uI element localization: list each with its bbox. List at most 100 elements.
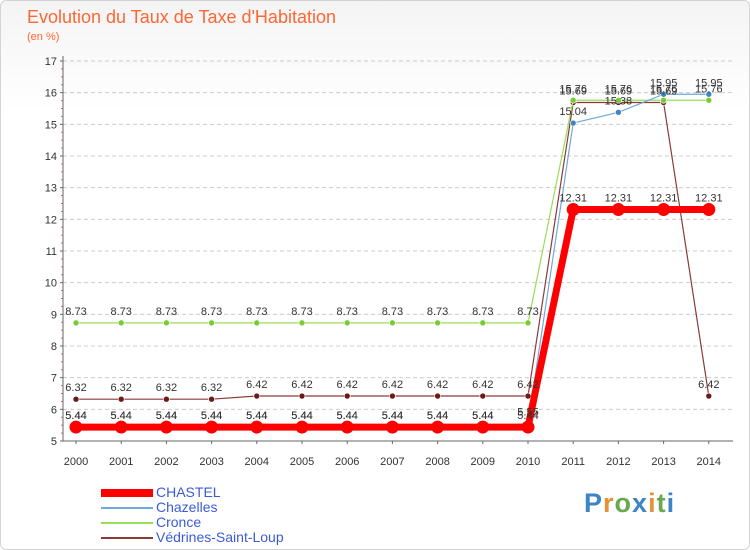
point-chastel-2007 <box>385 420 399 434</box>
value-label-v-drines-saint-loup: 6.32 <box>201 382 222 394</box>
value-label-chazelles: 5.44 <box>291 410 312 422</box>
value-label-chastel: 12.31 <box>695 193 723 205</box>
point-v-drines-saint-loup-2009 <box>479 392 487 400</box>
value-label-v-drines-saint-loup: 6.42 <box>291 379 312 391</box>
value-label-v-drines-saint-loup: 6.42 <box>472 379 493 391</box>
series-line-chazelles <box>75 93 710 428</box>
value-label-v-drines-saint-loup: 6.32 <box>65 382 86 394</box>
value-label-chazelles: 5.55 <box>517 407 538 419</box>
axes: 5 6 7 8 9 10 11 12 13 14 15 16 17 2000 2001 2002 2003 200… <box>45 56 733 468</box>
point-chastel-2006 <box>340 420 354 434</box>
legend-swatch <box>101 506 153 509</box>
value-label-chazelles: 15.38 <box>605 95 633 107</box>
page-title: Evolution du Taux de Taxe d'Habitation <box>27 7 336 27</box>
point-cronce-2003 <box>208 319 215 327</box>
point-cronce-2007 <box>389 319 396 327</box>
x-tick-label: 2007 <box>380 456 404 468</box>
value-label-v-drines-saint-loup: 15.69 <box>559 85 587 97</box>
value-label-chastel: 5.44 <box>291 410 312 422</box>
legend-label: Cronce <box>156 514 202 530</box>
point-v-drines-saint-loup-2003 <box>208 395 215 403</box>
point-v-drines-saint-loup-2010 <box>524 392 532 400</box>
value-label-cronce: 15.76 <box>605 83 633 95</box>
value-label-cronce: 15.76 <box>559 83 587 95</box>
y-tick-label: 17 <box>45 56 57 68</box>
value-label-cronce: 15.76 <box>650 83 678 95</box>
value-label-chastel: 5.44 <box>427 410 448 422</box>
y-tick-label: 7 <box>51 373 57 385</box>
point-chastel-2003 <box>205 420 219 434</box>
value-label-cronce: 8.73 <box>65 306 86 318</box>
value-label-cronce: 8.73 <box>156 306 177 318</box>
point-v-drines-saint-loup-2005 <box>298 392 306 400</box>
y-tick-label: 10 <box>45 278 57 290</box>
value-label-chastel: 12.31 <box>559 193 587 205</box>
legend-item-chastel: CHASTEL <box>101 485 284 500</box>
point-v-drines-saint-loup-2014 <box>705 392 713 400</box>
point-cronce-2001 <box>117 319 125 327</box>
x-tick-label: 2000 <box>64 456 88 468</box>
value-labels: 5.44 5.44 5.44 5.44 5.44 5.44 5.44 5.44 5.44 5.44… <box>65 77 722 422</box>
y-tick-label: 9 <box>51 309 57 321</box>
point-cronce-2004 <box>253 319 261 327</box>
value-label-chazelles: 5.44 <box>336 410 357 422</box>
point-chastel-2014 <box>702 203 716 217</box>
unit-label: (en %) <box>27 31 60 43</box>
y-tick-label: 5 <box>51 436 57 448</box>
value-label-chazelles: 5.44 <box>201 410 222 422</box>
value-label-v-drines-saint-loup: 6.42 <box>382 379 403 391</box>
value-label-chastel: 5.44 <box>65 410 86 422</box>
point-chastel-2013 <box>657 203 671 217</box>
y-tick-label: 6 <box>51 404 57 416</box>
value-label-cronce: 8.73 <box>336 306 357 318</box>
value-label-v-drines-saint-loup: 15.69 <box>650 85 678 97</box>
legend-swatch <box>101 536 153 539</box>
proxiti-logo: Proxiti <box>584 488 676 518</box>
value-label-v-drines-saint-loup: 6.42 <box>427 379 448 391</box>
value-label-chastel: 5.44 <box>517 410 538 422</box>
x-tick-label: 2010 <box>516 456 540 468</box>
x-tick-label: 2004 <box>245 456 269 468</box>
x-tick-label: 2014 <box>697 456 721 468</box>
value-label-chastel: 12.31 <box>650 193 678 205</box>
legend-label: Chazelles <box>156 499 218 515</box>
point-cronce-2006 <box>343 319 351 327</box>
value-label-chastel: 5.44 <box>201 410 222 422</box>
value-label-chazelles: 5.44 <box>110 410 131 422</box>
legend: CHASTEL Chazelles Cronce Védrines-Saint-Lou… <box>101 485 284 545</box>
value-label-cronce: 8.73 <box>201 306 222 318</box>
value-label-chazelles: 5.44 <box>156 410 177 422</box>
point-chastel-2001 <box>114 420 128 434</box>
value-label-chazelles: 5.44 <box>382 410 403 422</box>
x-tick-label: 2003 <box>199 456 223 468</box>
grid <box>63 60 733 410</box>
point-cronce-2012 <box>615 96 622 104</box>
value-label-cronce: 8.73 <box>517 306 538 318</box>
point-cronce-2013 <box>660 96 667 104</box>
value-label-cronce: 15.76 <box>695 83 723 95</box>
point-cronce-2000 <box>72 319 80 327</box>
point-v-drines-saint-loup-2000 <box>72 395 80 403</box>
value-label-v-drines-saint-loup: 6.32 <box>156 382 177 394</box>
point-chastel-2009 <box>476 420 490 434</box>
value-label-v-drines-saint-loup: 6.42 <box>698 379 719 391</box>
point-chazelles-2014 <box>705 90 713 98</box>
legend-item-v-drines-saint-loup: Védrines-Saint-Loup <box>101 530 284 545</box>
value-label-cronce: 8.73 <box>382 306 403 318</box>
value-label-chastel: 5.44 <box>156 410 177 422</box>
value-label-chazelles: 5.44 <box>427 410 448 422</box>
legend-item-cronce: Cronce <box>101 515 284 530</box>
y-tick-label: 8 <box>51 341 57 353</box>
x-tick-label: 2013 <box>651 456 675 468</box>
value-label-chastel: 5.44 <box>336 410 357 422</box>
value-label-cronce: 8.73 <box>472 306 493 318</box>
point-cronce-2009 <box>479 319 487 327</box>
point-cronce-2005 <box>298 319 306 327</box>
value-label-v-drines-saint-loup: 6.42 <box>336 379 357 391</box>
point-v-drines-saint-loup-2006 <box>343 392 351 400</box>
point-chastel-2000 <box>69 420 83 434</box>
point-cronce-2014 <box>705 96 713 104</box>
y-tick-label: 15 <box>45 119 57 131</box>
legend-label: CHASTEL <box>156 484 221 500</box>
